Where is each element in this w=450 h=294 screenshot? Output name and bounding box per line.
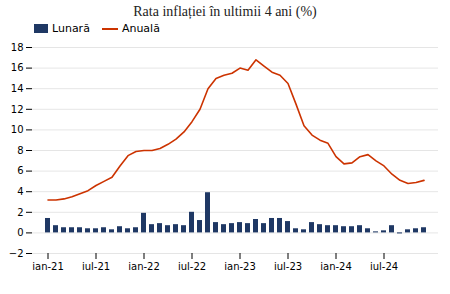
svg-text:iul-24: iul-24 xyxy=(370,261,398,272)
svg-text:ian-24: ian-24 xyxy=(320,261,352,272)
svg-text:0: 0 xyxy=(17,227,23,238)
html-text:Anuală: Anuală xyxy=(121,22,160,35)
svg-text:iul-21: iul-21 xyxy=(82,261,110,272)
svg-text:iul-22: iul-22 xyxy=(178,261,206,272)
html-text:Lunară: Lunară xyxy=(52,22,90,35)
svg-text:4: 4 xyxy=(17,186,23,197)
svg-text:12: 12 xyxy=(11,104,24,115)
svg-text:−2: −2 xyxy=(9,248,24,259)
html-text:Rata inflației în ultimii 4 an: Rata inflației în ultimii 4 ani (%) xyxy=(133,4,317,19)
svg-text:18: 18 xyxy=(11,42,24,53)
svg-text:8: 8 xyxy=(17,145,23,156)
svg-text:ian-21: ian-21 xyxy=(32,261,64,272)
svg-text:ian-22: ian-22 xyxy=(128,261,160,272)
svg-text:2: 2 xyxy=(17,207,23,218)
svg-text:iul-23: iul-23 xyxy=(274,261,302,272)
svg-text:ian-23: ian-23 xyxy=(224,261,256,272)
svg-text:14: 14 xyxy=(11,83,24,94)
svg-text:16: 16 xyxy=(11,62,24,73)
svg-text:10: 10 xyxy=(11,124,24,135)
svg-text:6: 6 xyxy=(17,165,23,176)
